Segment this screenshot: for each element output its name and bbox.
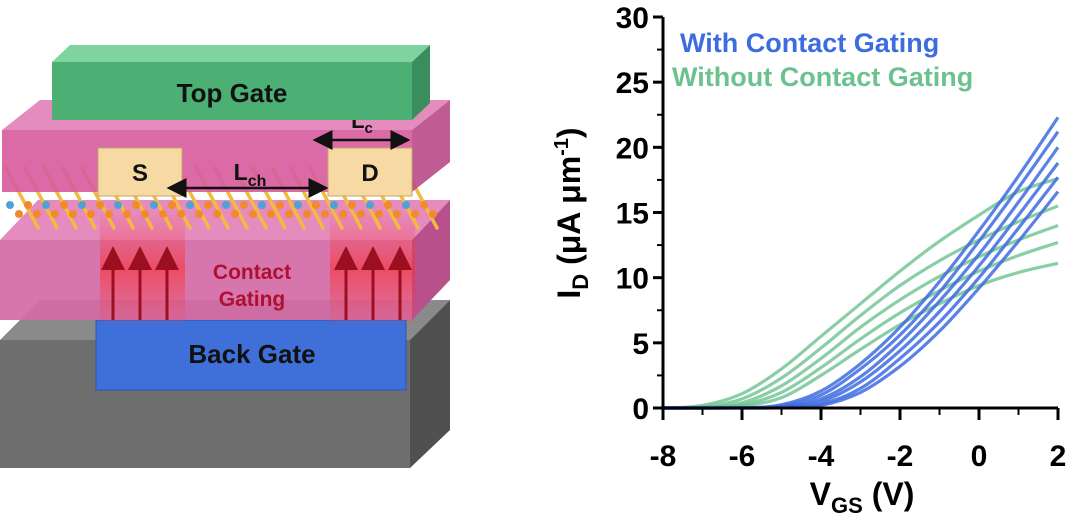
chart-tick-labels: 0 5 10 15 20 25 30 -8 -6 -4 -2 0 2 [616,2,1067,473]
series-line-without-contact-gating [662,177,1059,410]
x-axis-title: VGS (V) [810,476,915,516]
channel-atom [141,210,149,218]
channel-atom [384,201,392,209]
channel-atom [24,201,32,209]
source-label: S [132,160,148,187]
x-tick-label: 2 [1050,440,1067,473]
y-axis-title: ID (μA μm-1) [551,127,593,298]
top-gate-block: Top Gate [52,45,430,120]
legend-entry-with-contact-gating: With Contact Gating [680,28,939,58]
y-tick-label: 30 [616,2,649,35]
channel-atom [285,210,293,218]
x-tick-label: -6 [729,440,756,473]
channel-atom [150,201,158,209]
channel-atom [195,210,203,218]
channel-atom [114,201,122,209]
channel-atom [177,210,185,218]
contact-gating-arrows [101,246,412,320]
channel-atom [375,210,383,218]
channel-atom [276,201,284,209]
series-line-without-contact-gating [662,261,1059,410]
x-tick-label: 0 [971,440,988,473]
channel-atom [294,201,302,209]
channel-atom [96,201,104,209]
channel-atom [249,210,257,218]
channel-atom [258,201,266,209]
device-schematic: Back Gate Contact Gating S D Lch [0,45,450,468]
series-line-with-contact-gating [662,176,1060,410]
channel-atom [204,201,212,209]
channel-atom [33,210,41,218]
series-line-with-contact-gating [662,162,1060,410]
channel-atom [51,210,59,218]
drain-contact: D [327,147,413,197]
x-tick-label: -8 [650,440,677,473]
y-tick-label: 15 [616,198,649,231]
channel-atom [159,210,167,218]
x-tick-label: -2 [887,440,914,473]
channel-atom [6,201,14,209]
channel-atom [231,210,239,218]
channel-atom [267,210,275,218]
channel-atom [60,201,68,209]
channel-atom [213,210,221,218]
channel-atom [222,201,230,209]
channel-atom [186,201,194,209]
channel-atom [132,201,140,209]
channel-atom [312,201,320,209]
channel-atom [339,210,347,218]
channel-atom [168,201,176,209]
channel-atom [123,210,131,218]
chart-axes [653,15,1060,420]
drain-label: D [361,160,378,187]
channel-atom [420,201,428,209]
channel-atom [42,201,50,209]
channel-atom [411,210,419,218]
channel-atom [348,201,356,209]
channel-atom [321,210,329,218]
contact-gating-label-line1: Contact [213,261,291,284]
legend-entry-without-contact-gating: Without Contact Gating [672,62,973,92]
y-tick-label: 20 [616,132,649,165]
channel-atom [357,210,365,218]
channel-atom [69,210,77,218]
channel-length-label: Lch [234,159,267,190]
series-line-without-contact-gating [662,204,1059,410]
channel-atom [240,201,248,209]
channel-atom [105,210,113,218]
channel-atom [402,201,410,209]
y-tick-label: 5 [632,328,649,361]
source-contact: S [97,147,183,197]
channel-atom [429,210,437,218]
channel-atom [78,201,86,209]
channel-atom [15,210,23,218]
back-gate-block: Back Gate [95,319,407,391]
channel-atom [366,201,374,209]
chart-series-group [662,116,1060,410]
y-tick-label: 0 [632,393,649,426]
channel-atom [87,210,95,218]
channel-atom [303,210,311,218]
back-gate-label: Back Gate [188,339,315,369]
contact-gating-label-line2: Gating [219,288,286,311]
x-tick-label: -4 [808,440,835,473]
series-line-with-contact-gating [662,130,1060,410]
y-tick-label: 25 [616,67,649,100]
channel-atom [393,210,401,218]
y-tick-label: 10 [616,263,649,296]
top-gate-label: Top Gate [177,78,288,108]
channel-atom [330,201,338,209]
